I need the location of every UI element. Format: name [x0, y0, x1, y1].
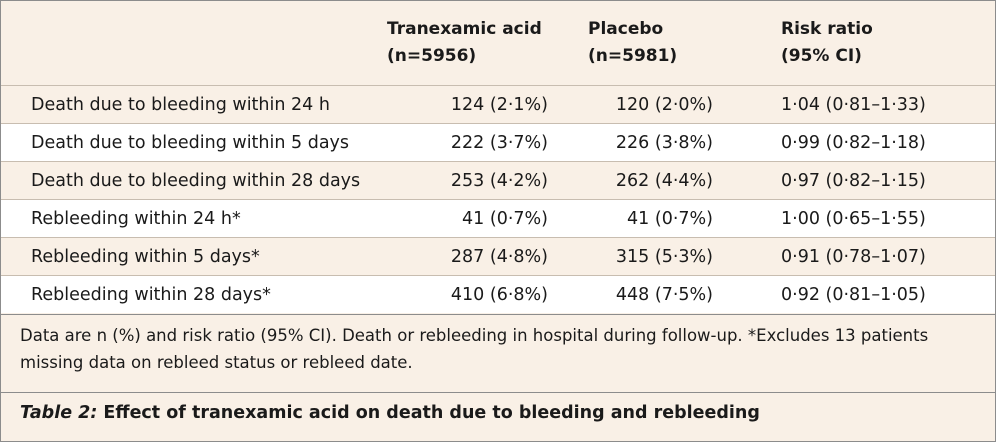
tranexamic-cell: 253 (4·2%)	[387, 161, 588, 200]
placebo-cell: 41 (0·7%)	[588, 199, 781, 238]
outcome-cell: Death due to bleeding within 5 days	[1, 123, 387, 162]
placebo-cell: 226 (3·8%)	[588, 123, 781, 162]
header-tranexamic-line2: (n=5956)	[387, 46, 477, 66]
tranexamic-cell: 222 (3·7%)	[387, 123, 588, 162]
placebo-cell: 262 (4·4%)	[588, 161, 781, 200]
risk-ratio-cell: 0·97 (0·82–1·15)	[781, 161, 995, 200]
caption-rule	[1, 392, 995, 393]
risk-ratio-cell: 0·92 (0·81–1·05)	[781, 275, 995, 313]
tranexamic-cell: 410 (6·8%)	[387, 275, 588, 313]
placebo-cell: 120 (2·0%)	[588, 85, 781, 124]
header-tranexamic-line1: Tranexamic acid	[387, 19, 542, 39]
table-row: Rebleeding within 5 days* 287 (4·8%) 315…	[1, 237, 995, 276]
risk-ratio-cell: 0·91 (0·78–1·07)	[781, 237, 995, 276]
header-placebo-line1: Placebo	[588, 19, 664, 39]
risk-ratio-cell: 1·04 (0·81–1·33)	[781, 85, 995, 124]
outcome-cell: Rebleeding within 28 days*	[1, 275, 387, 313]
placebo-cell: 448 (7·5%)	[588, 275, 781, 313]
tranexamic-cell: 287 (4·8%)	[387, 237, 588, 276]
caption-text: Effect of tranexamic acid on death due t…	[97, 403, 760, 423]
header-tranexamic: Tranexamic acid (n=5956)	[387, 1, 588, 86]
tranexamic-cell: 124 (2·1%)	[387, 85, 588, 124]
outcome-cell: Death due to bleeding within 28 days	[1, 161, 387, 200]
caption-prefix: Table 2:	[20, 403, 98, 423]
outcome-cell: Rebleeding within 5 days*	[1, 237, 387, 276]
table-row: Rebleeding within 28 days* 410 (6·8%) 44…	[1, 275, 995, 313]
table-row: Death due to bleeding within 28 days 253…	[1, 161, 995, 200]
risk-ratio-cell: 1·00 (0·65–1·55)	[781, 199, 995, 238]
risk-ratio-cell: 0·99 (0·82–1·18)	[781, 123, 995, 162]
header-placebo: Placebo (n=5981)	[588, 1, 781, 86]
results-table: Tranexamic acid (n=5956) Placebo (n=5981…	[1, 1, 995, 313]
outcome-cell: Death due to bleeding within 24 h	[1, 85, 387, 124]
placebo-cell: 315 (5·3%)	[588, 237, 781, 276]
header-row: Tranexamic acid (n=5956) Placebo (n=5981…	[1, 1, 995, 86]
tranexamic-cell: 41 (0·7%)	[387, 199, 588, 238]
header-placebo-line2: (n=5981)	[588, 46, 678, 66]
table-caption: Table 2: Effect of tranexamic acid on de…	[20, 400, 980, 427]
outcome-cell: Rebleeding within 24 h*	[1, 199, 387, 238]
table-footnote: Data are n (%) and risk ratio (95% CI). …	[20, 326, 929, 372]
table-row: Death due to bleeding within 5 days 222 …	[1, 123, 995, 162]
header-risk-ratio: Risk ratio (95% CI)	[781, 1, 995, 86]
table-row: Death due to bleeding within 24 h 124 (2…	[1, 85, 995, 124]
header-risk-ratio-line2: (95% CI)	[781, 46, 862, 66]
table-row: Rebleeding within 24 h* 41 (0·7%) 41 (0·…	[1, 199, 995, 238]
table-bottom-rule	[1, 314, 995, 315]
header-outcome	[1, 1, 387, 86]
header-risk-ratio-line1: Risk ratio	[781, 19, 873, 39]
